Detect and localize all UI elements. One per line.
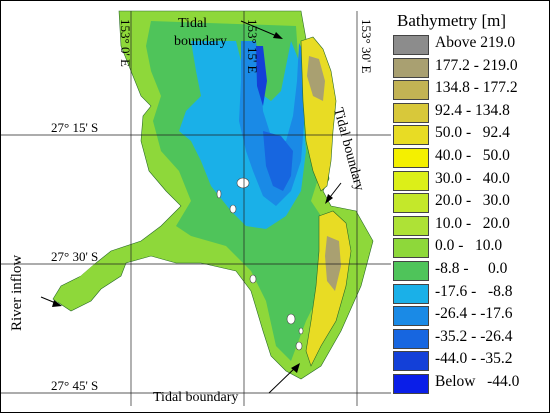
island-2 — [229, 204, 237, 214]
tidal-south-arrowhead — [291, 363, 300, 373]
legend-swatch — [393, 35, 429, 55]
tidal-north-arrowhead — [273, 32, 283, 39]
legend-item: 92.4 - 134.8 — [393, 101, 547, 123]
legend-item: -8.8 - 0.0 — [393, 259, 547, 281]
island-6 — [298, 327, 304, 335]
legend-swatch — [393, 215, 429, 236]
legend-label: -35.2 - -26.4 — [435, 327, 513, 345]
tidal-south-arrow — [268, 365, 298, 394]
north-island-hill — [307, 56, 325, 101]
lat-label-27-30: 27° 30' S — [51, 249, 98, 264]
legend-swatch — [393, 148, 429, 168]
legend-item: 20.0 - 30.0 — [393, 191, 547, 214]
lon-label-153-15: 153° 15' E — [245, 19, 260, 74]
island-7 — [249, 274, 257, 284]
legend-item: -44.0 - -35.2 — [393, 349, 547, 372]
legend-label: Above 219.0 — [435, 34, 516, 51]
legend-swatch — [393, 351, 429, 372]
legend-item: 0.0 - 10.0 — [393, 236, 547, 259]
river-inflow-label: River inflow — [9, 255, 25, 331]
legend-swatch — [393, 57, 429, 78]
legend-label: 10.0 - 20.0 — [435, 214, 510, 232]
legend-label: Below -44.0 — [435, 373, 520, 390]
legend-label: -8.8 - 0.0 — [435, 260, 508, 277]
legend-swatch — [393, 306, 429, 327]
legend-label: 134.8 - 177.2 — [435, 79, 518, 97]
legend-label: 40.0 - 50.0 — [435, 147, 510, 164]
lat-label-27-15: 27° 15' S — [51, 120, 98, 135]
legend-swatch — [393, 261, 429, 281]
legend-swatch — [393, 125, 429, 146]
legend-label: -17.6 - -8.8 — [435, 282, 513, 300]
legend-swatch — [393, 102, 429, 123]
legend-item: 177.2 - 219.0 — [393, 56, 547, 78]
river-inflow-arrowhead — [52, 300, 62, 307]
legend-label: 20.0 - 30.0 — [435, 192, 510, 210]
lon-label-153-30: 153° 30' E — [359, 19, 374, 74]
legend-label: 92.4 - 134.8 — [435, 101, 510, 119]
island-5 — [295, 341, 303, 351]
channel-deepest-2 — [256, 46, 267, 106]
island-3 — [216, 189, 222, 199]
lat-label-27-45: 27° 45' S — [51, 378, 98, 393]
island-4 — [286, 313, 296, 325]
legend-item: -26.4 - -17.6 — [393, 304, 547, 327]
legend: Bathymetry [m] Above 219.0 177.2 - 219.0 1… — [391, 9, 547, 405]
legend-item: 30.0 - 40.0 — [393, 169, 547, 191]
lon-label-153-00: 153° 0' E — [118, 19, 133, 67]
legend-swatch — [393, 80, 429, 101]
tidal-boundary-south: Tidal boundary — [153, 390, 238, 405]
bay-water — [52, 10, 374, 380]
legend-item: Below -44.0 — [393, 372, 547, 394]
legend-item: 10.0 - 20.0 — [393, 214, 547, 236]
legend-item: Above 219.0 — [393, 33, 547, 55]
island-1 — [236, 177, 250, 189]
bathymetry-map: 153° 0' E 153° 15' E 153° 30' E 27° 15' … — [1, 10, 391, 406]
legend-swatch — [393, 193, 429, 214]
legend-label: 50.0 - 92.4 — [435, 124, 510, 142]
legend-item: 50.0 - 92.4 — [393, 123, 547, 146]
legend-item: -17.6 - -8.8 — [393, 282, 547, 304]
legend-item: -35.2 - -26.4 — [393, 327, 547, 349]
legend-title: Bathymetry [m] — [397, 11, 507, 30]
legend-swatch — [393, 328, 429, 349]
graticule — [1, 11, 391, 406]
legend-label: -26.4 - -17.6 — [435, 305, 513, 323]
tidal-boundary-north-line1: Tidal — [178, 16, 207, 31]
legend-swatch — [393, 283, 429, 304]
legend-item: 134.8 - 177.2 — [393, 78, 547, 101]
legend-swatch — [393, 170, 429, 191]
legend-item: 40.0 - 50.0 — [393, 146, 547, 168]
tidal-north-arrow — [240, 20, 280, 38]
legend-label: 30.0 - 40.0 — [435, 169, 510, 187]
legend-swatch — [393, 374, 429, 394]
legend-label: 0.0 - 10.0 — [435, 237, 503, 255]
south-island-hill — [325, 236, 341, 291]
channel-deepest — [263, 131, 293, 191]
tidal-boundary-north-line2: boundary — [174, 34, 227, 49]
south-stradbroke-island — [305, 210, 352, 367]
tidal-boundary-east: Tidal boundary — [330, 106, 367, 192]
tidal-east-arrowhead — [325, 194, 333, 204]
legend-label: -44.0 - -35.2 — [435, 350, 513, 368]
river — [54, 228, 173, 303]
legend-swatch — [393, 238, 429, 259]
legend-label: 177.2 - 219.0 — [435, 56, 518, 74]
